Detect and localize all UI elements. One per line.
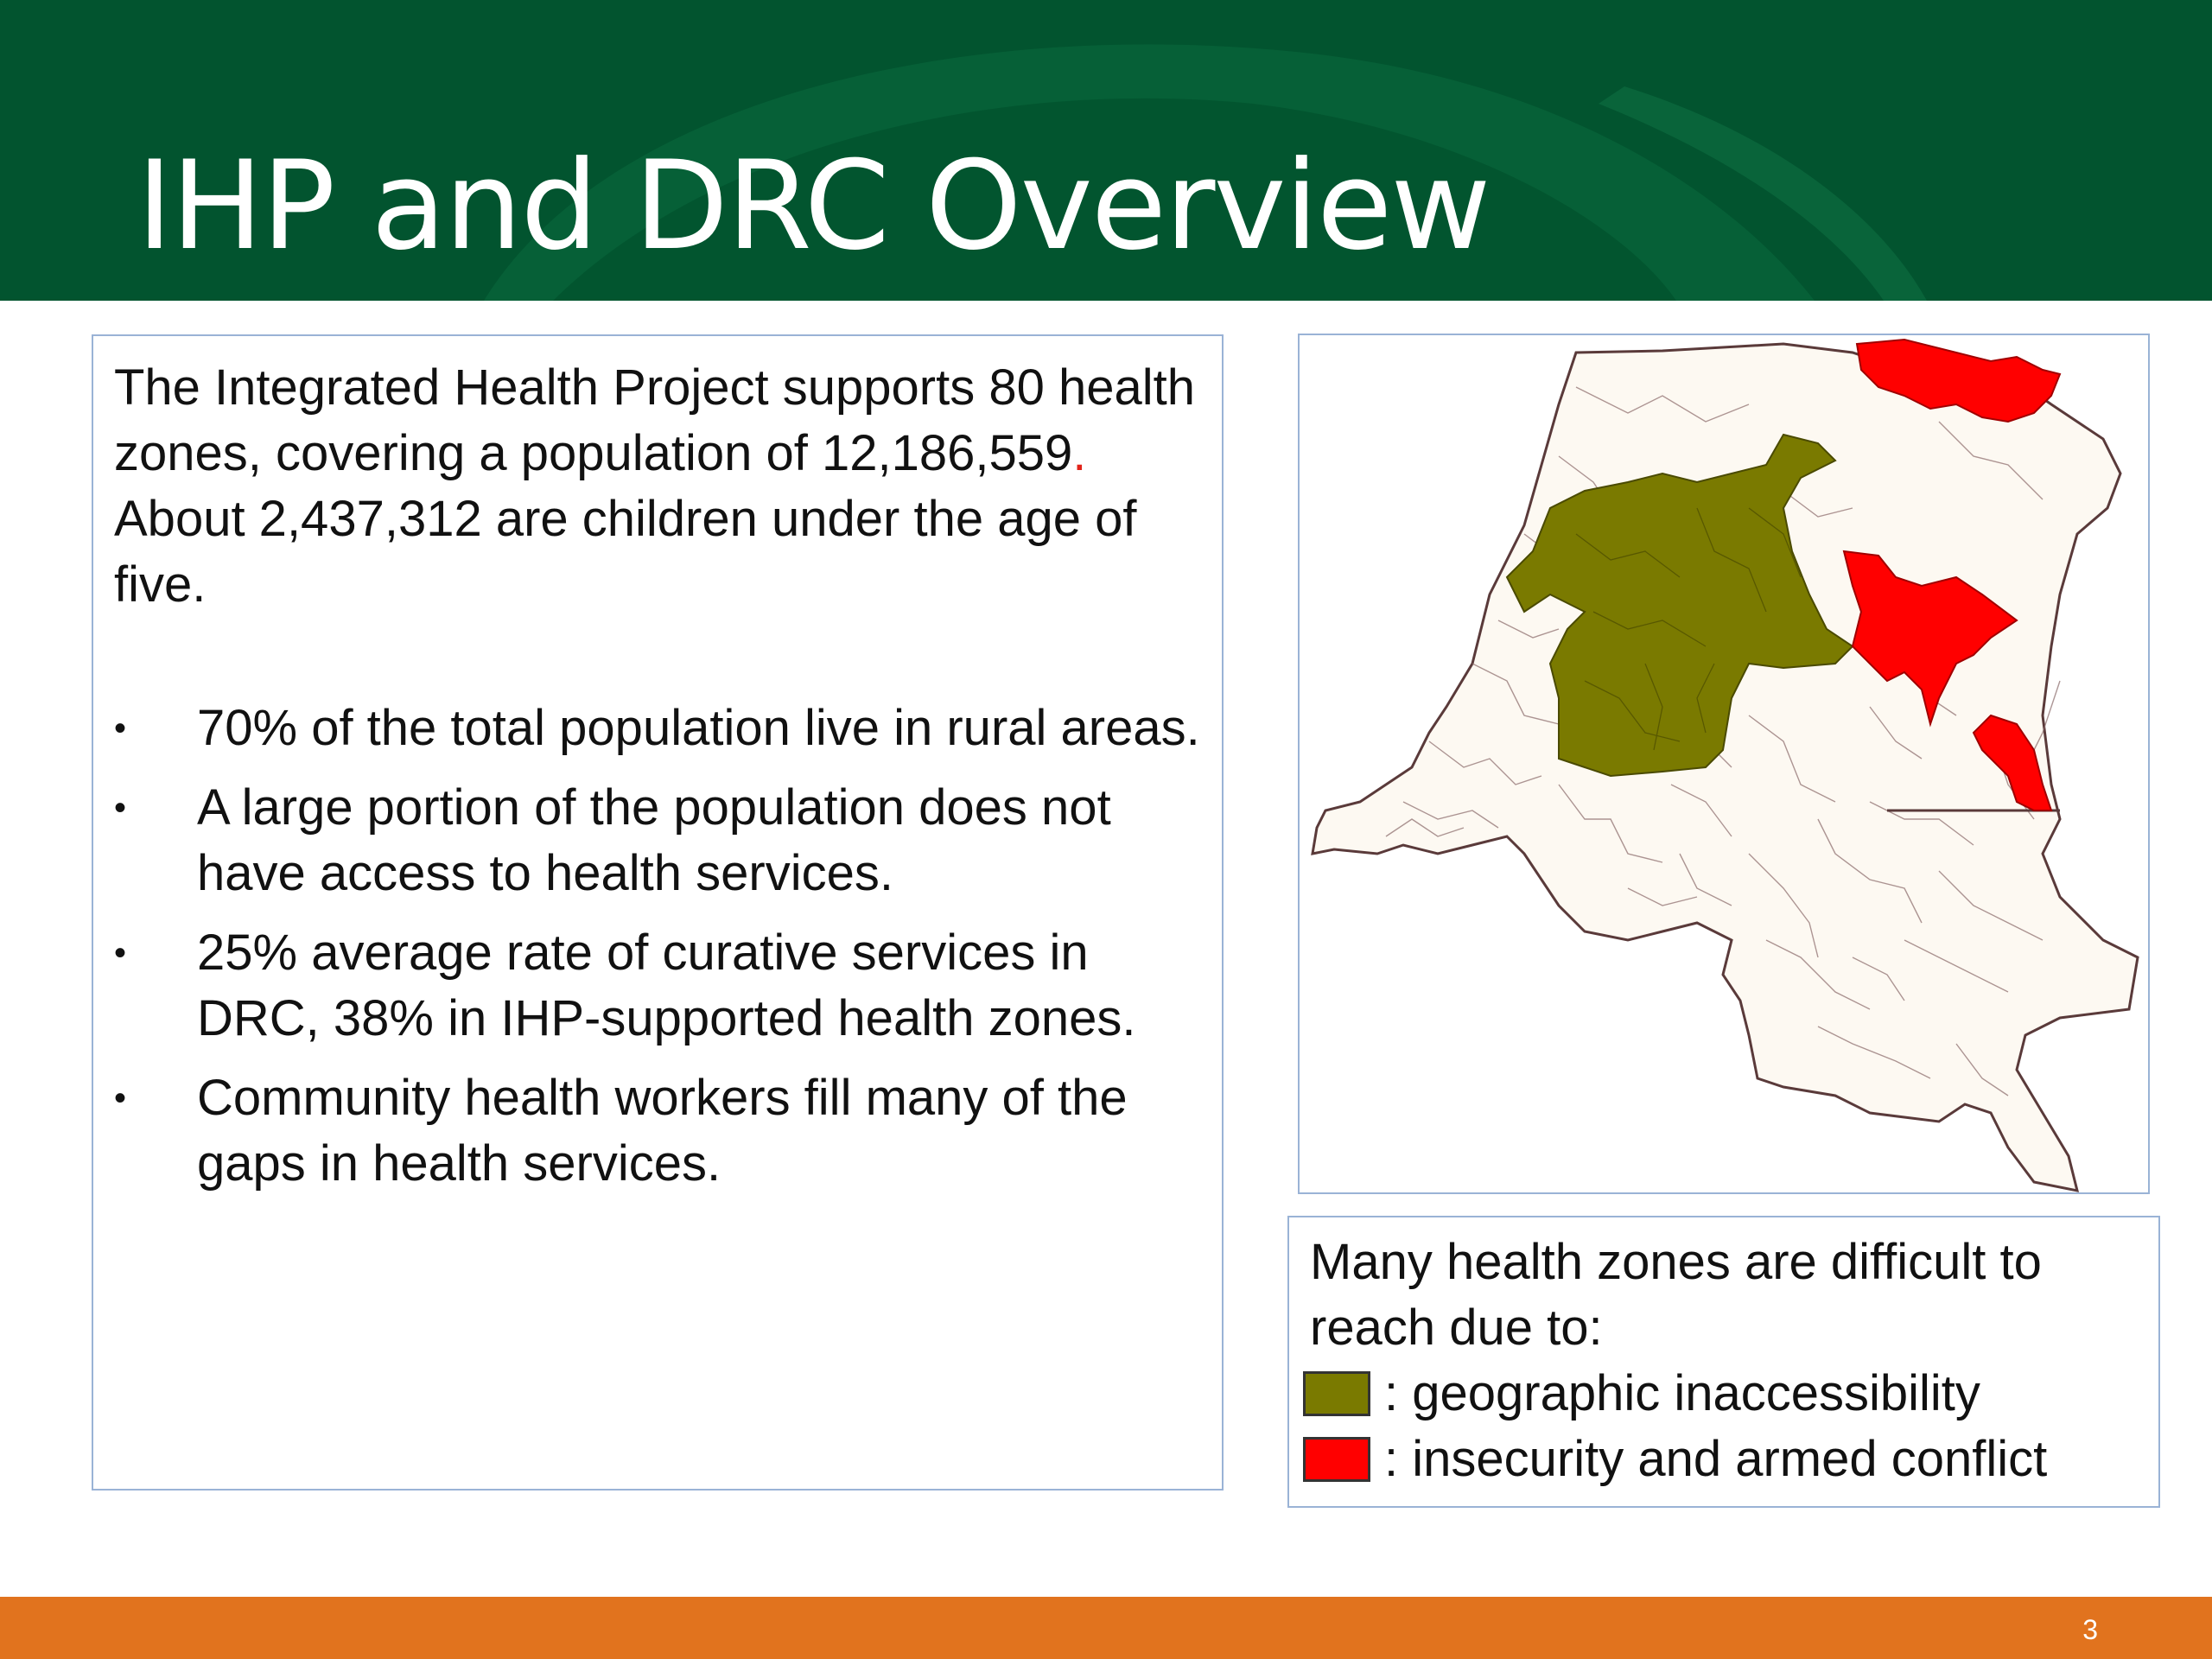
olive-swatch (1303, 1371, 1370, 1416)
bullet-text: A large portion of the population does n… (197, 779, 1111, 901)
bullet-list: • 70% of the total population live in rur… (114, 696, 1201, 1197)
insecurity-region-north (1855, 338, 2062, 423)
intro-main-text: The Integrated Health Project supports 8… (114, 359, 1195, 481)
bullet-marker: • (114, 789, 127, 827)
bullet-item: • Community health workers fill many of t… (114, 1065, 1201, 1197)
header-swoosh-decoration (484, 44, 1927, 301)
bullet-marker: • (114, 709, 127, 747)
insecurity-region-east (1842, 550, 2018, 728)
drc-health-zones-map (1298, 334, 2150, 1194)
bullet-item: • 70% of the total population live in rur… (114, 696, 1201, 761)
drc-map-graphic (1311, 338, 2139, 1192)
map-legend-panel: Many health zones are difficult to reach… (1287, 1216, 2160, 1508)
page-number: 3 (2082, 1614, 2098, 1645)
bullet-marker: • (114, 934, 127, 972)
intro-paragraph: The Integrated Health Project supports 8… (114, 355, 1201, 618)
bullet-marker: • (114, 1079, 127, 1117)
overview-text-panel: The Integrated Health Project supports 8… (92, 334, 1224, 1491)
legend-item-geographic: : geographic inaccessibility (1303, 1361, 2138, 1427)
legend-intro-text: Many health zones are difficult to reach… (1310, 1234, 2042, 1356)
bullet-item: • A large portion of the population does … (114, 775, 1201, 906)
insecurity-region-southeast (1972, 714, 2053, 811)
red-swatch (1303, 1437, 1370, 1482)
slide-footer-bar: 3 (0, 1597, 2212, 1659)
intro-tail-text: About 2,437,312 are children under the a… (114, 491, 1137, 613)
legend-label-insecurity: : insecurity and armed conflict (1384, 1431, 2048, 1487)
slide-header: IHP and DRC Overview (0, 0, 2212, 301)
legend-item-insecurity: : insecurity and armed conflict (1303, 1427, 2138, 1492)
olive-zone-lines (1575, 507, 1802, 751)
intro-red-period: . (1072, 425, 1087, 481)
bullet-text: Community health workers fill many of th… (197, 1070, 1128, 1192)
bullet-item: • 25% average rate of curative services i… (114, 920, 1201, 1052)
bullet-text: 70% of the total population live in rura… (197, 700, 1200, 756)
drc-country-outline (1311, 342, 2139, 1192)
geographic-inaccessibility-region (1505, 433, 1854, 778)
bullet-text: 25% average rate of curative services in… (197, 925, 1136, 1046)
legend-label-geographic: : geographic inaccessibility (1384, 1365, 1980, 1421)
slide-title: IHP and DRC Overview (137, 135, 1491, 277)
